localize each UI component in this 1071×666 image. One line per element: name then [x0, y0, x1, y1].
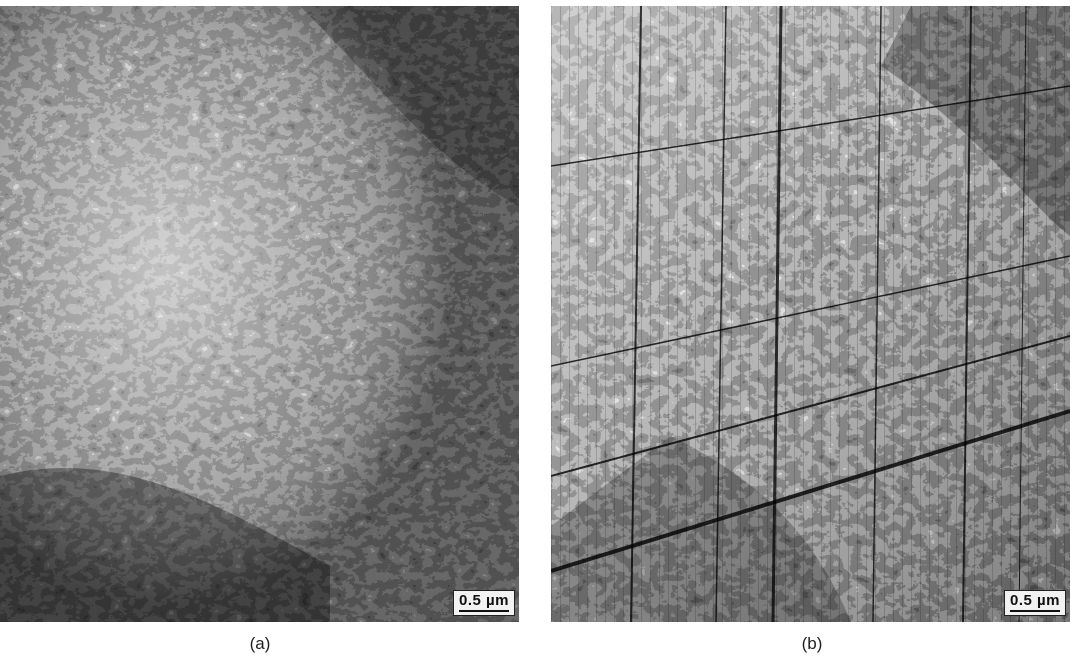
scale-bar-a-label: 0.5 µm: [459, 592, 509, 609]
scale-bar-b: 0.5 µm: [1004, 590, 1066, 616]
micrograph-a-image: [0, 6, 519, 622]
caption-b: (b): [801, 634, 823, 653]
micrograph-b-image: [551, 6, 1070, 622]
scale-bar-b-label: 0.5 µm: [1010, 592, 1060, 609]
scale-bar-a: 0.5 µm: [453, 590, 515, 616]
caption-a: (a): [249, 634, 271, 653]
scale-bar-b-line: [1010, 610, 1060, 612]
micrograph-b: 0.5 µm: [551, 6, 1070, 622]
micrograph-a: 0.5 µm: [0, 6, 519, 622]
scale-bar-a-line: [459, 610, 509, 612]
